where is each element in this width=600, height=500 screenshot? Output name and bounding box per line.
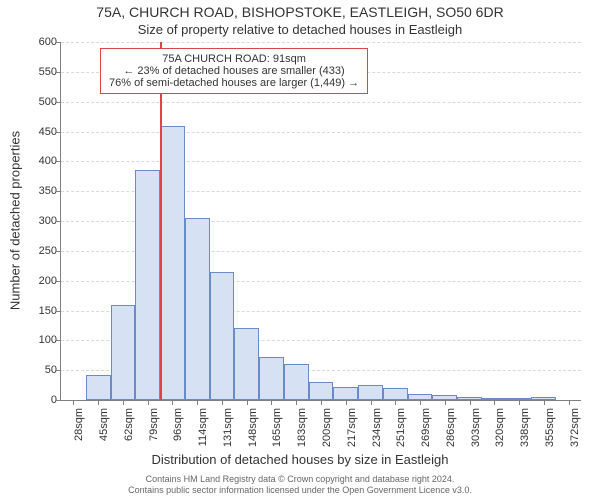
y-tick-label: 600 — [39, 36, 57, 48]
histogram-bar — [160, 126, 185, 400]
x-tick-label: 251sqm — [395, 408, 407, 447]
credits-line-2: Contains public sector information licen… — [128, 485, 472, 495]
y-tick-mark — [56, 161, 61, 162]
credits-text: Contains HM Land Registry data © Crown c… — [0, 474, 600, 497]
x-tick-mark — [519, 400, 520, 405]
histogram-chart: 75A, CHURCH ROAD, BISHOPSTOKE, EASTLEIGH… — [0, 0, 600, 500]
x-tick-label: 148sqm — [247, 408, 259, 447]
x-tick-label: 217sqm — [346, 408, 358, 447]
gridline — [61, 42, 581, 43]
x-tick-label: 45sqm — [98, 408, 110, 441]
x-tick-mark — [420, 400, 421, 405]
histogram-bar — [259, 357, 284, 400]
x-tick-label: 28sqm — [73, 408, 85, 441]
histogram-bar — [210, 272, 235, 400]
x-tick-label: 269sqm — [420, 408, 432, 447]
x-tick-label: 355sqm — [544, 408, 556, 447]
y-tick-label: 150 — [39, 305, 57, 317]
x-tick-mark — [271, 400, 272, 405]
x-tick-mark — [395, 400, 396, 405]
x-tick-label: 131sqm — [222, 408, 234, 447]
x-tick-mark — [222, 400, 223, 405]
y-tick-mark — [56, 191, 61, 192]
x-tick-mark — [494, 400, 495, 405]
histogram-bar — [358, 385, 383, 400]
x-tick-mark — [247, 400, 248, 405]
y-tick-mark — [56, 132, 61, 133]
chart-subtitle: Size of property relative to detached ho… — [0, 22, 600, 37]
histogram-bar — [234, 328, 259, 400]
histogram-bar — [135, 170, 160, 400]
histogram-bar — [284, 364, 309, 400]
x-tick-label: 338sqm — [519, 408, 531, 447]
y-tick-label: 250 — [39, 245, 57, 257]
histogram-bar — [185, 218, 210, 400]
x-tick-label: 200sqm — [321, 408, 333, 447]
x-tick-mark — [321, 400, 322, 405]
x-tick-mark — [197, 400, 198, 405]
histogram-bar — [333, 387, 358, 400]
x-tick-label: 303sqm — [470, 408, 482, 447]
y-tick-mark — [56, 42, 61, 43]
x-tick-mark — [371, 400, 372, 405]
x-tick-mark — [445, 400, 446, 405]
x-tick-mark — [98, 400, 99, 405]
y-tick-label: 450 — [39, 126, 57, 138]
reference-line — [160, 42, 162, 400]
y-tick-label: 500 — [39, 96, 57, 108]
y-tick-label: 550 — [39, 66, 57, 78]
y-tick-label: 100 — [39, 334, 57, 346]
x-tick-label: 62sqm — [123, 408, 135, 441]
chart-title: 75A, CHURCH ROAD, BISHOPSTOKE, EASTLEIGH… — [0, 4, 600, 20]
x-tick-mark — [346, 400, 347, 405]
y-tick-label: 400 — [39, 155, 57, 167]
x-tick-mark — [172, 400, 173, 405]
histogram-bar — [111, 305, 136, 400]
y-tick-mark — [56, 311, 61, 312]
x-tick-label: 234sqm — [371, 408, 383, 447]
x-tick-label: 114sqm — [197, 408, 209, 446]
gridline — [61, 132, 581, 133]
histogram-bar — [309, 382, 334, 400]
x-tick-label: 183sqm — [296, 408, 308, 447]
y-tick-mark — [56, 221, 61, 222]
x-tick-mark — [73, 400, 74, 405]
x-tick-mark — [148, 400, 149, 405]
annotation-line-1: 75A CHURCH ROAD: 91sqm — [109, 53, 359, 65]
y-tick-label: 350 — [39, 185, 57, 197]
y-tick-mark — [56, 340, 61, 341]
plot-area: 05010015020025030035040045050055060028sq… — [60, 42, 581, 401]
y-tick-label: 300 — [39, 215, 57, 227]
annotation-line-2: ← 23% of detached houses are smaller (43… — [109, 65, 359, 77]
y-tick-mark — [56, 102, 61, 103]
credits-line-1: Contains HM Land Registry data © Crown c… — [146, 474, 455, 484]
x-tick-label: 96sqm — [172, 408, 184, 441]
x-tick-mark — [470, 400, 471, 405]
histogram-bar — [383, 388, 408, 400]
y-axis-label: Number of detached properties — [8, 121, 23, 321]
y-tick-mark — [56, 370, 61, 371]
y-tick-label: 200 — [39, 275, 57, 287]
gridline — [61, 161, 581, 162]
y-tick-mark — [56, 251, 61, 252]
x-tick-label: 372sqm — [569, 408, 581, 447]
x-tick-label: 320sqm — [494, 408, 506, 447]
x-tick-label: 165sqm — [271, 408, 283, 447]
x-tick-label: 286sqm — [445, 408, 457, 447]
histogram-bar — [86, 375, 111, 400]
x-tick-mark — [569, 400, 570, 405]
gridline — [61, 102, 581, 103]
x-tick-label: 79sqm — [148, 408, 160, 441]
annotation-box: 75A CHURCH ROAD: 91sqm ← 23% of detached… — [100, 48, 368, 94]
annotation-line-3: 76% of semi-detached houses are larger (… — [109, 77, 359, 89]
x-tick-mark — [296, 400, 297, 405]
x-axis-label: Distribution of detached houses by size … — [0, 452, 600, 467]
x-tick-mark — [123, 400, 124, 405]
y-tick-mark — [56, 281, 61, 282]
y-tick-mark — [56, 400, 61, 401]
x-tick-mark — [544, 400, 545, 405]
y-tick-mark — [56, 72, 61, 73]
